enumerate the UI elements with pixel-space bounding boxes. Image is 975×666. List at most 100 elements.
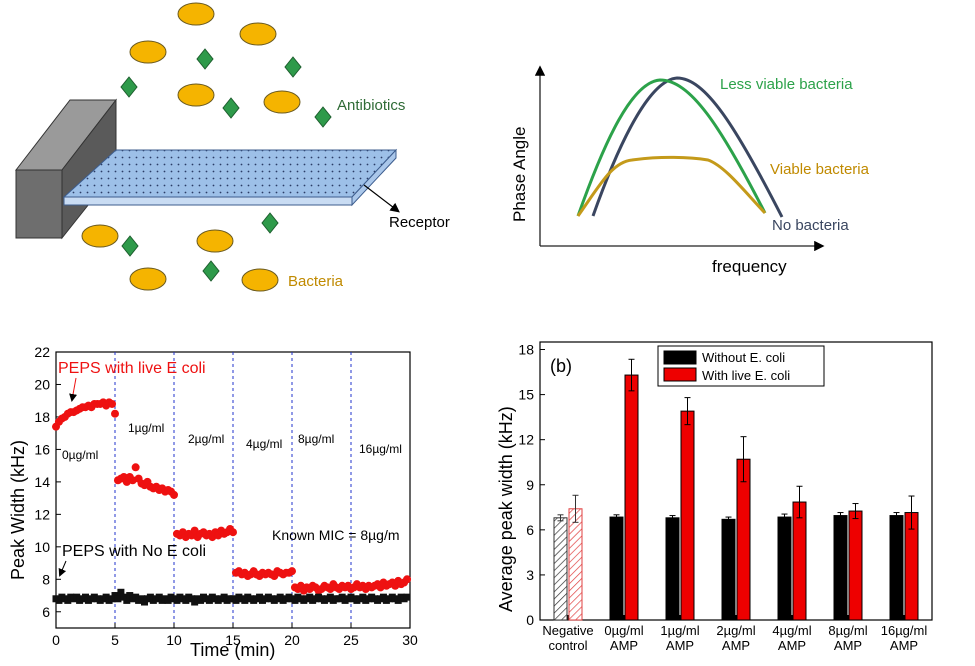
category-label: 2µg/ml AMP	[716, 623, 755, 653]
phase-y-label: Phase Angle	[510, 127, 529, 222]
sensor-cantilever	[62, 148, 398, 207]
bar-panel-label: (b)	[550, 356, 572, 376]
bar	[833, 515, 848, 621]
concentration-label: 16µg/ml	[359, 442, 402, 456]
bar	[736, 458, 751, 621]
concentration-label: 4µg/ml	[246, 437, 282, 451]
y-tick-label: 14	[34, 474, 50, 490]
category-label: 8µg/ml AMP	[828, 623, 867, 653]
ts-y-ticks: 6 8 10 12 14 16 18 20 22	[34, 344, 61, 620]
legend-label-with: With live E. coli	[702, 368, 790, 383]
bacteria-cell	[239, 22, 277, 46]
y-tick-label: 15	[518, 387, 534, 403]
bar	[721, 518, 736, 621]
curve-less-viable	[576, 78, 767, 217]
bacteria-cell	[263, 90, 301, 114]
x-tick-label: 5	[111, 632, 119, 648]
y-tick-label: 22	[34, 344, 50, 360]
data-point	[111, 409, 119, 418]
ts-series	[52, 398, 412, 606]
x-tick-label: 30	[402, 632, 418, 648]
bar-legend: Without E. coli With live E. coli	[657, 345, 825, 387]
x-tick-label: 20	[284, 632, 300, 648]
legend-label-without: Without E. coli	[702, 350, 785, 365]
y-tick-label: 6	[42, 604, 50, 620]
ts-x-label: Time (min)	[190, 640, 275, 660]
ts-mic-annotation: Known MIC = 8µg/m	[272, 527, 400, 543]
y-tick-label: 20	[34, 376, 50, 392]
curve-no-bacteria	[591, 76, 784, 218]
antibiotic-molecule	[314, 106, 332, 128]
bacteria-cell	[241, 268, 279, 292]
data-point	[288, 567, 296, 576]
label-viable: Viable bacteria	[770, 161, 870, 178]
category-label: Negative control	[542, 623, 593, 653]
bar-y-label: Average peak width (kHz)	[496, 406, 516, 612]
bacteria-cell	[177, 83, 215, 107]
ts-concentration-labels: 0µg/ml 1µg/ml 2µg/ml 4µg/ml 8µg/ml 16µg/ml	[62, 421, 402, 462]
y-tick-label: 10	[34, 539, 50, 555]
data-point	[117, 588, 125, 596]
antibiotic-molecule	[222, 97, 240, 119]
bar	[665, 517, 680, 621]
y-tick-label: 12	[34, 506, 50, 522]
ts-y-label: Peak Width (kHz)	[8, 440, 28, 580]
x-tick-label: 25	[343, 632, 359, 648]
antibiotic-molecule	[202, 260, 220, 282]
y-tick-label: 0	[526, 612, 534, 628]
concentration-label: 8µg/ml	[298, 432, 334, 446]
phase-angle-sketch: Phase Angle frequency Less viable bacter…	[510, 65, 870, 276]
y-tick-label: 12	[518, 432, 534, 448]
category-label: 1µg/ml AMP	[660, 623, 699, 653]
concentration-label: 1µg/ml	[128, 421, 164, 435]
bacteria-cell	[129, 267, 167, 291]
ts-none-pointer	[58, 560, 67, 577]
antibiotic-molecule	[196, 48, 214, 70]
antibiotics-group	[120, 48, 332, 282]
ts-x-ticks: 0 5 10 15 20 25 30	[52, 623, 418, 648]
data-point	[170, 490, 178, 499]
category-label: 4µg/ml AMP	[772, 623, 811, 653]
bar-x-ticks	[567, 615, 905, 620]
antibiotic-molecule	[121, 235, 139, 257]
category-label: 0µg/ml AMP	[604, 623, 643, 653]
bar-series	[553, 358, 919, 621]
bar	[792, 501, 807, 621]
peak-width-time-chart: 6 8 10 12 14 16 18 20 22 0 5 10 15 20 25 30 0µg/ml 1µg/…	[8, 344, 418, 660]
x-tick-label: 10	[166, 632, 182, 648]
data-point	[403, 575, 412, 584]
bar	[624, 374, 639, 621]
bar-category-labels: Negative control 0µg/ml AMP 1µg/ml AMP 2µg/ml A…	[542, 623, 927, 653]
bacteria-cell	[129, 40, 167, 64]
y-tick-label: 6	[526, 522, 534, 538]
data-point	[114, 595, 122, 603]
series-no-e-coli	[52, 588, 411, 606]
bacteria-cell	[81, 224, 119, 248]
ts-series-label-none: PEPS with No E coli	[62, 543, 206, 560]
receptor-label: Receptor	[389, 214, 450, 231]
y-tick-label: 3	[526, 567, 534, 583]
bacteria-label: Bacteria	[288, 273, 344, 290]
bacteria-cell	[196, 229, 234, 253]
antibiotic-molecule	[261, 212, 279, 234]
data-point	[131, 463, 140, 472]
concentration-label: 0µg/ml	[62, 448, 98, 462]
y-tick-label: 18	[34, 409, 50, 425]
phase-x-label: frequency	[712, 257, 787, 276]
x-tick-label: 15	[225, 632, 241, 648]
bacteria-group	[81, 2, 301, 292]
series-live-e-coli	[52, 398, 412, 595]
ts-series-label-live: PEPS with live E coli	[58, 360, 206, 377]
legend-swatch-with	[663, 367, 697, 382]
legend-swatch-without	[663, 350, 697, 365]
y-tick-label: 16	[34, 441, 50, 457]
bar	[553, 517, 568, 621]
bar	[609, 516, 624, 621]
label-no-bacteria: No bacteria	[772, 217, 849, 234]
x-tick-label: 0	[52, 632, 60, 648]
average-peak-width-bar-chart: 0 3 6 9 12 15 18 Negative control 0µg/ml AMP 1µg/m…	[496, 341, 933, 653]
antibiotics-label: Antibiotics	[337, 97, 405, 114]
antibiotic-molecule	[284, 56, 302, 78]
y-tick-label: 18	[518, 342, 534, 358]
